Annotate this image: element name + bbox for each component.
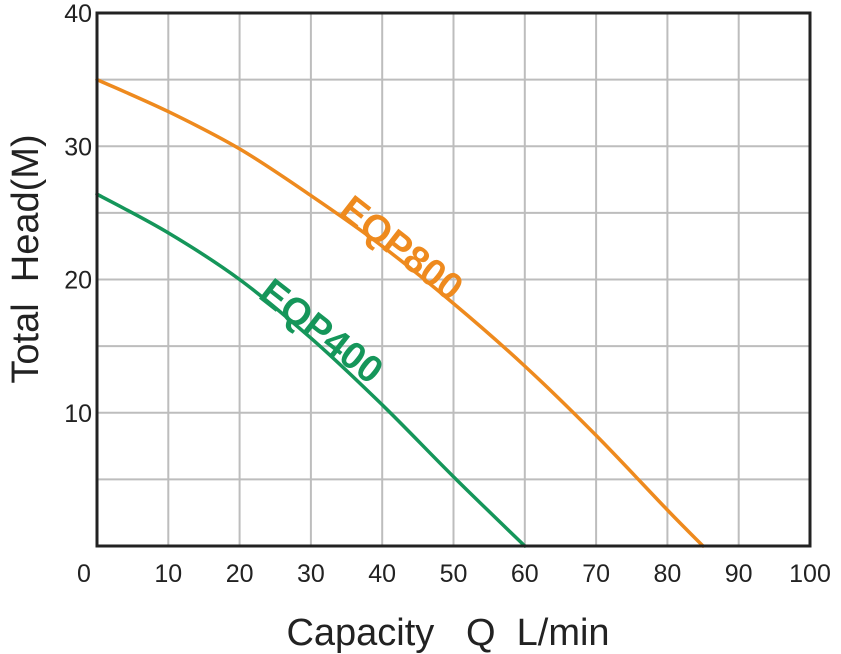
series-label-eqp800: EQP800 [331,188,470,310]
tick-labels: 10 20 30 40 50 60 70 80 90 100 10 20 30 40 [64,0,831,588]
grid [97,13,810,546]
origin-tick-label: 0 [77,560,91,588]
y-tick-label: 30 [64,133,92,161]
series-label-eqp400: EQP400 [251,271,390,393]
x-axis-title: Capacity Q L/min [286,612,609,654]
x-tick-label: 60 [511,560,539,588]
x-tick-label: 70 [582,560,610,588]
plot-frame [95,11,812,548]
series-labels: EQP800 EQP400 [251,188,470,393]
x-tick-label: 10 [154,560,182,588]
x-tick-label: 50 [440,560,468,588]
y-tick-label: 20 [64,267,92,295]
series-line-eqp400 [95,192,527,548]
x-tick-label: 40 [368,560,396,588]
series-curves [95,77,705,548]
y-tick-label: 10 [64,400,92,428]
y-tick-label: 40 [64,0,92,28]
x-tick-label: 90 [725,560,753,588]
y-axis-title: Total Head(M) [5,134,47,383]
x-tick-label: 20 [226,560,254,588]
x-tick-label: 30 [297,560,325,588]
x-tick-label: 100 [789,560,831,588]
x-tick-label: 80 [653,560,681,588]
series-line-eqp800 [95,77,705,548]
